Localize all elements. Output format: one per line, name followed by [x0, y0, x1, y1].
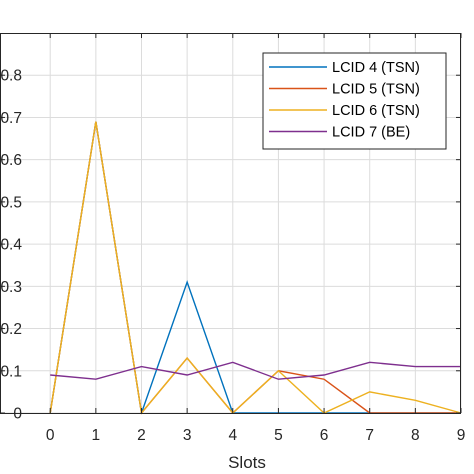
x-tick-label: 7 [365, 427, 374, 444]
axis-ticks [0, 33, 462, 414]
x-tick-label: 1 [92, 427, 101, 444]
legend-entry: LCID 7 (BE) [332, 125, 410, 141]
y-tick-label: 0.5 [0, 194, 22, 211]
series-line-3 [49, 121, 462, 415]
y-tick-label: 0.8 [0, 68, 22, 85]
y-tick-label: 0 [13, 406, 22, 423]
x-tick-label: 9 [457, 427, 466, 444]
x-tick-label: 6 [320, 427, 329, 444]
x-tick-labels: 0 1 2 3 4 5 6 7 8 9 [46, 427, 465, 444]
legend-entry: LCID 5 (TSN) [332, 82, 420, 98]
y-tick-labels: 0 0.1 0.2 0.3 0.4 0.5 0.6 0.7 0.8 [0, 68, 22, 423]
legend-box [262, 52, 447, 150]
x-tick-label: 5 [274, 427, 283, 444]
plot-frame [0, 33, 461, 414]
legend-entry: LCID 4 (TSN) [332, 60, 420, 76]
x-tick-label: 4 [228, 427, 237, 444]
x-tick-label: 2 [137, 427, 146, 444]
y-tick-label: 0.7 [0, 110, 22, 127]
series-line-4 [50, 361, 461, 380]
y-tick-label: 0.6 [0, 152, 22, 169]
legend: LCID 4 (TSN) LCID 5 (TSN) LCID 6 (TSN) LCID… [262, 52, 447, 150]
x-axis-title: Slots [228, 453, 266, 472]
y-tick-label: 0.3 [0, 279, 22, 296]
y-tick-label: 0.4 [0, 237, 22, 254]
x-tick-label: 3 [183, 427, 192, 444]
legend-entry: LCID 6 (TSN) [332, 103, 420, 119]
x-tick-label: 8 [411, 427, 420, 444]
y-tick-label: 0.2 [0, 321, 22, 338]
y-tick-label: 0.1 [0, 363, 22, 380]
x-tick-label: 0 [46, 427, 55, 444]
